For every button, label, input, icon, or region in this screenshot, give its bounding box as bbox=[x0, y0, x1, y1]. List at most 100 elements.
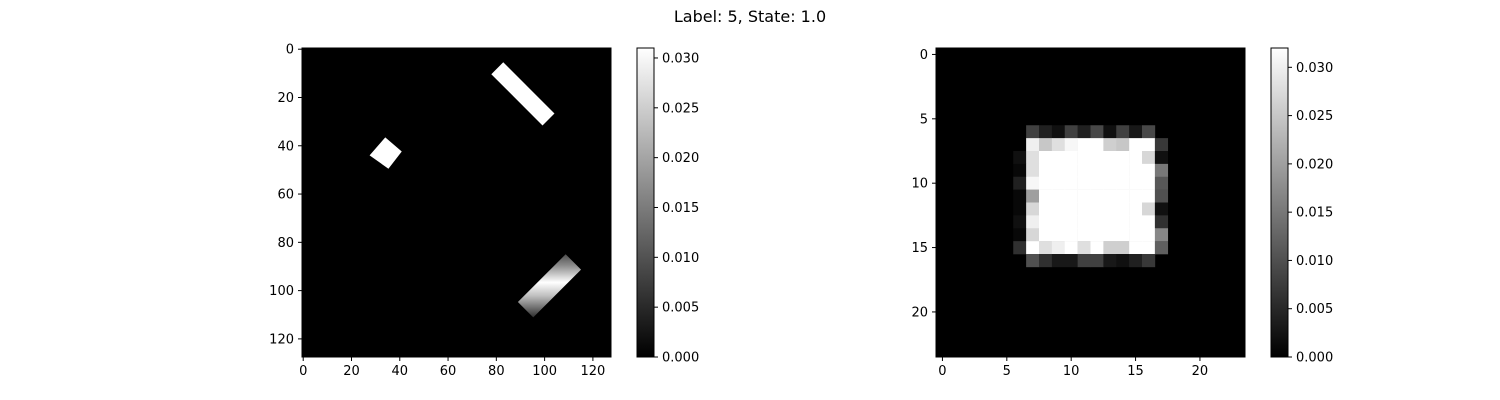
heatmap-cell bbox=[1064, 125, 1078, 139]
x-tick-label: 40 bbox=[391, 364, 408, 379]
heatmap-cell bbox=[1077, 163, 1091, 178]
colorbar-tick-label: 0.000 bbox=[662, 351, 699, 366]
bright-blob-object bbox=[369, 137, 402, 169]
colorbar-tick-label: 0.025 bbox=[1296, 109, 1333, 124]
heatmap-cell bbox=[1116, 125, 1130, 139]
heatmap-cell bbox=[1116, 151, 1130, 165]
x-tick-label: 100 bbox=[532, 364, 557, 379]
heatmap-cell bbox=[1077, 189, 1091, 203]
heatmap-cell bbox=[1154, 151, 1169, 165]
heatmap-cell bbox=[1051, 254, 1066, 268]
colorbar-tick-label: 0.020 bbox=[662, 151, 699, 166]
heatmap-cell bbox=[1051, 125, 1066, 139]
heatmap-cell bbox=[1116, 138, 1130, 152]
y-tick-label: 20 bbox=[277, 91, 294, 106]
heatmap-cell bbox=[1013, 189, 1027, 203]
heatmap-cell bbox=[1013, 228, 1027, 242]
heatmap-cell bbox=[1116, 176, 1130, 190]
heatmap-cell bbox=[1064, 215, 1078, 229]
heatmap-cell bbox=[1051, 202, 1066, 216]
colorbar-tick-label: 0.000 bbox=[1296, 351, 1333, 366]
heatmap-cell bbox=[1077, 125, 1091, 139]
heatmap-cell bbox=[1129, 228, 1143, 242]
heatmap-cell bbox=[1142, 215, 1156, 229]
heatmap-cell bbox=[1129, 189, 1143, 203]
heatmap-cell bbox=[1077, 241, 1091, 255]
y-tick-label: 5 bbox=[920, 112, 928, 127]
heatmap-cell bbox=[1090, 202, 1104, 216]
heatmap-cell bbox=[1116, 215, 1130, 229]
y-tick-label: 120 bbox=[269, 332, 294, 347]
heatmap-cell bbox=[1026, 202, 1040, 216]
heatmap-cell bbox=[1129, 163, 1143, 178]
colorbar-right: 0.000 0.005 0.010 0.015 0.020 0.025 0.030 bbox=[1270, 47, 1333, 366]
heatmap-cell bbox=[1142, 202, 1156, 216]
heatmap-cell bbox=[1154, 163, 1169, 178]
heatmap-cell bbox=[1064, 254, 1078, 268]
heatmap-cell bbox=[1051, 215, 1066, 229]
heatmap-cell bbox=[1026, 241, 1040, 255]
heatmap-cell bbox=[1077, 254, 1091, 268]
heatmap-cell bbox=[1013, 241, 1027, 255]
heatmap-cell bbox=[1142, 228, 1156, 242]
heatmap-cell bbox=[1039, 189, 1053, 203]
heatmap-cell bbox=[1142, 189, 1156, 203]
heatmap-cell bbox=[1039, 241, 1053, 255]
heatmap-cell bbox=[1129, 176, 1143, 190]
heatmap-cell bbox=[1129, 151, 1143, 165]
heatmap-cell bbox=[1026, 176, 1040, 190]
heatmap-cell bbox=[1051, 241, 1066, 255]
heatmap-cell bbox=[1077, 176, 1091, 190]
y-tick-label: 100 bbox=[269, 284, 294, 299]
heatmap-cell bbox=[1090, 228, 1104, 242]
heatmap-cell bbox=[1064, 202, 1078, 216]
heatmap-left: 0 20 40 60 80 100 120 0 20 40 60 80 100 120 bbox=[269, 43, 612, 379]
heatmap-cell bbox=[1026, 254, 1040, 268]
heatmap-cell bbox=[1077, 151, 1091, 165]
x-tick-label: 10 bbox=[1063, 364, 1080, 379]
heatmap-cell bbox=[1116, 254, 1130, 268]
heatmap-cell bbox=[1103, 151, 1117, 165]
heatmap-cell bbox=[1090, 189, 1104, 203]
x-tick-label: 60 bbox=[440, 364, 457, 379]
heatmap-cell bbox=[1013, 176, 1027, 190]
heatmap-cell bbox=[1142, 125, 1156, 139]
heatmap-cell bbox=[1116, 228, 1130, 242]
colorbar-right-gradient bbox=[1270, 47, 1289, 358]
y-tick-label: 20 bbox=[911, 305, 928, 320]
x-tick-label: 20 bbox=[343, 364, 360, 379]
heatmap-cell bbox=[1103, 189, 1117, 203]
heatmap-cell bbox=[1103, 254, 1117, 268]
y-tick-label: 0 bbox=[286, 43, 294, 58]
colorbar-tick-label: 0.005 bbox=[662, 301, 699, 316]
heatmap-cell bbox=[1026, 151, 1040, 165]
colorbar-tick-label: 0.025 bbox=[662, 101, 699, 116]
heatmap-cell bbox=[1090, 125, 1104, 139]
heatmap-cell bbox=[1090, 176, 1104, 190]
y-tick-label: 10 bbox=[911, 177, 928, 192]
heatmap-cell bbox=[1039, 254, 1053, 268]
heatmap-cell bbox=[1039, 202, 1053, 216]
heatmap-cell bbox=[1116, 241, 1130, 255]
heatmap-cell bbox=[1103, 176, 1117, 190]
heatmap-cell bbox=[1103, 138, 1117, 152]
heatmap-right: 0 5 10 15 20 0 5 10 15 20 bbox=[911, 47, 1246, 379]
heatmap-cell bbox=[1154, 241, 1169, 255]
heatmap-cell bbox=[1129, 125, 1143, 139]
heatmap-cell bbox=[1129, 202, 1143, 216]
colorbar-tick-label: 0.030 bbox=[662, 51, 699, 66]
heatmap-cell bbox=[1154, 228, 1169, 242]
heatmap-cell bbox=[1064, 151, 1078, 165]
colorbar-tick-label: 0.010 bbox=[662, 251, 699, 266]
heatmap-cell bbox=[1051, 163, 1066, 178]
y-tick-label: 80 bbox=[277, 236, 294, 251]
colorbar-tick-label: 0.030 bbox=[1296, 61, 1333, 76]
heatmap-cell bbox=[1154, 138, 1169, 152]
heatmap-cell bbox=[1064, 241, 1078, 255]
heatmap-cell bbox=[1142, 176, 1156, 190]
heatmap-cell bbox=[1051, 189, 1066, 203]
heatmap-cell bbox=[1039, 176, 1053, 190]
colorbar-tick-label: 0.010 bbox=[1296, 254, 1333, 269]
heatmap-cell bbox=[1090, 215, 1104, 229]
